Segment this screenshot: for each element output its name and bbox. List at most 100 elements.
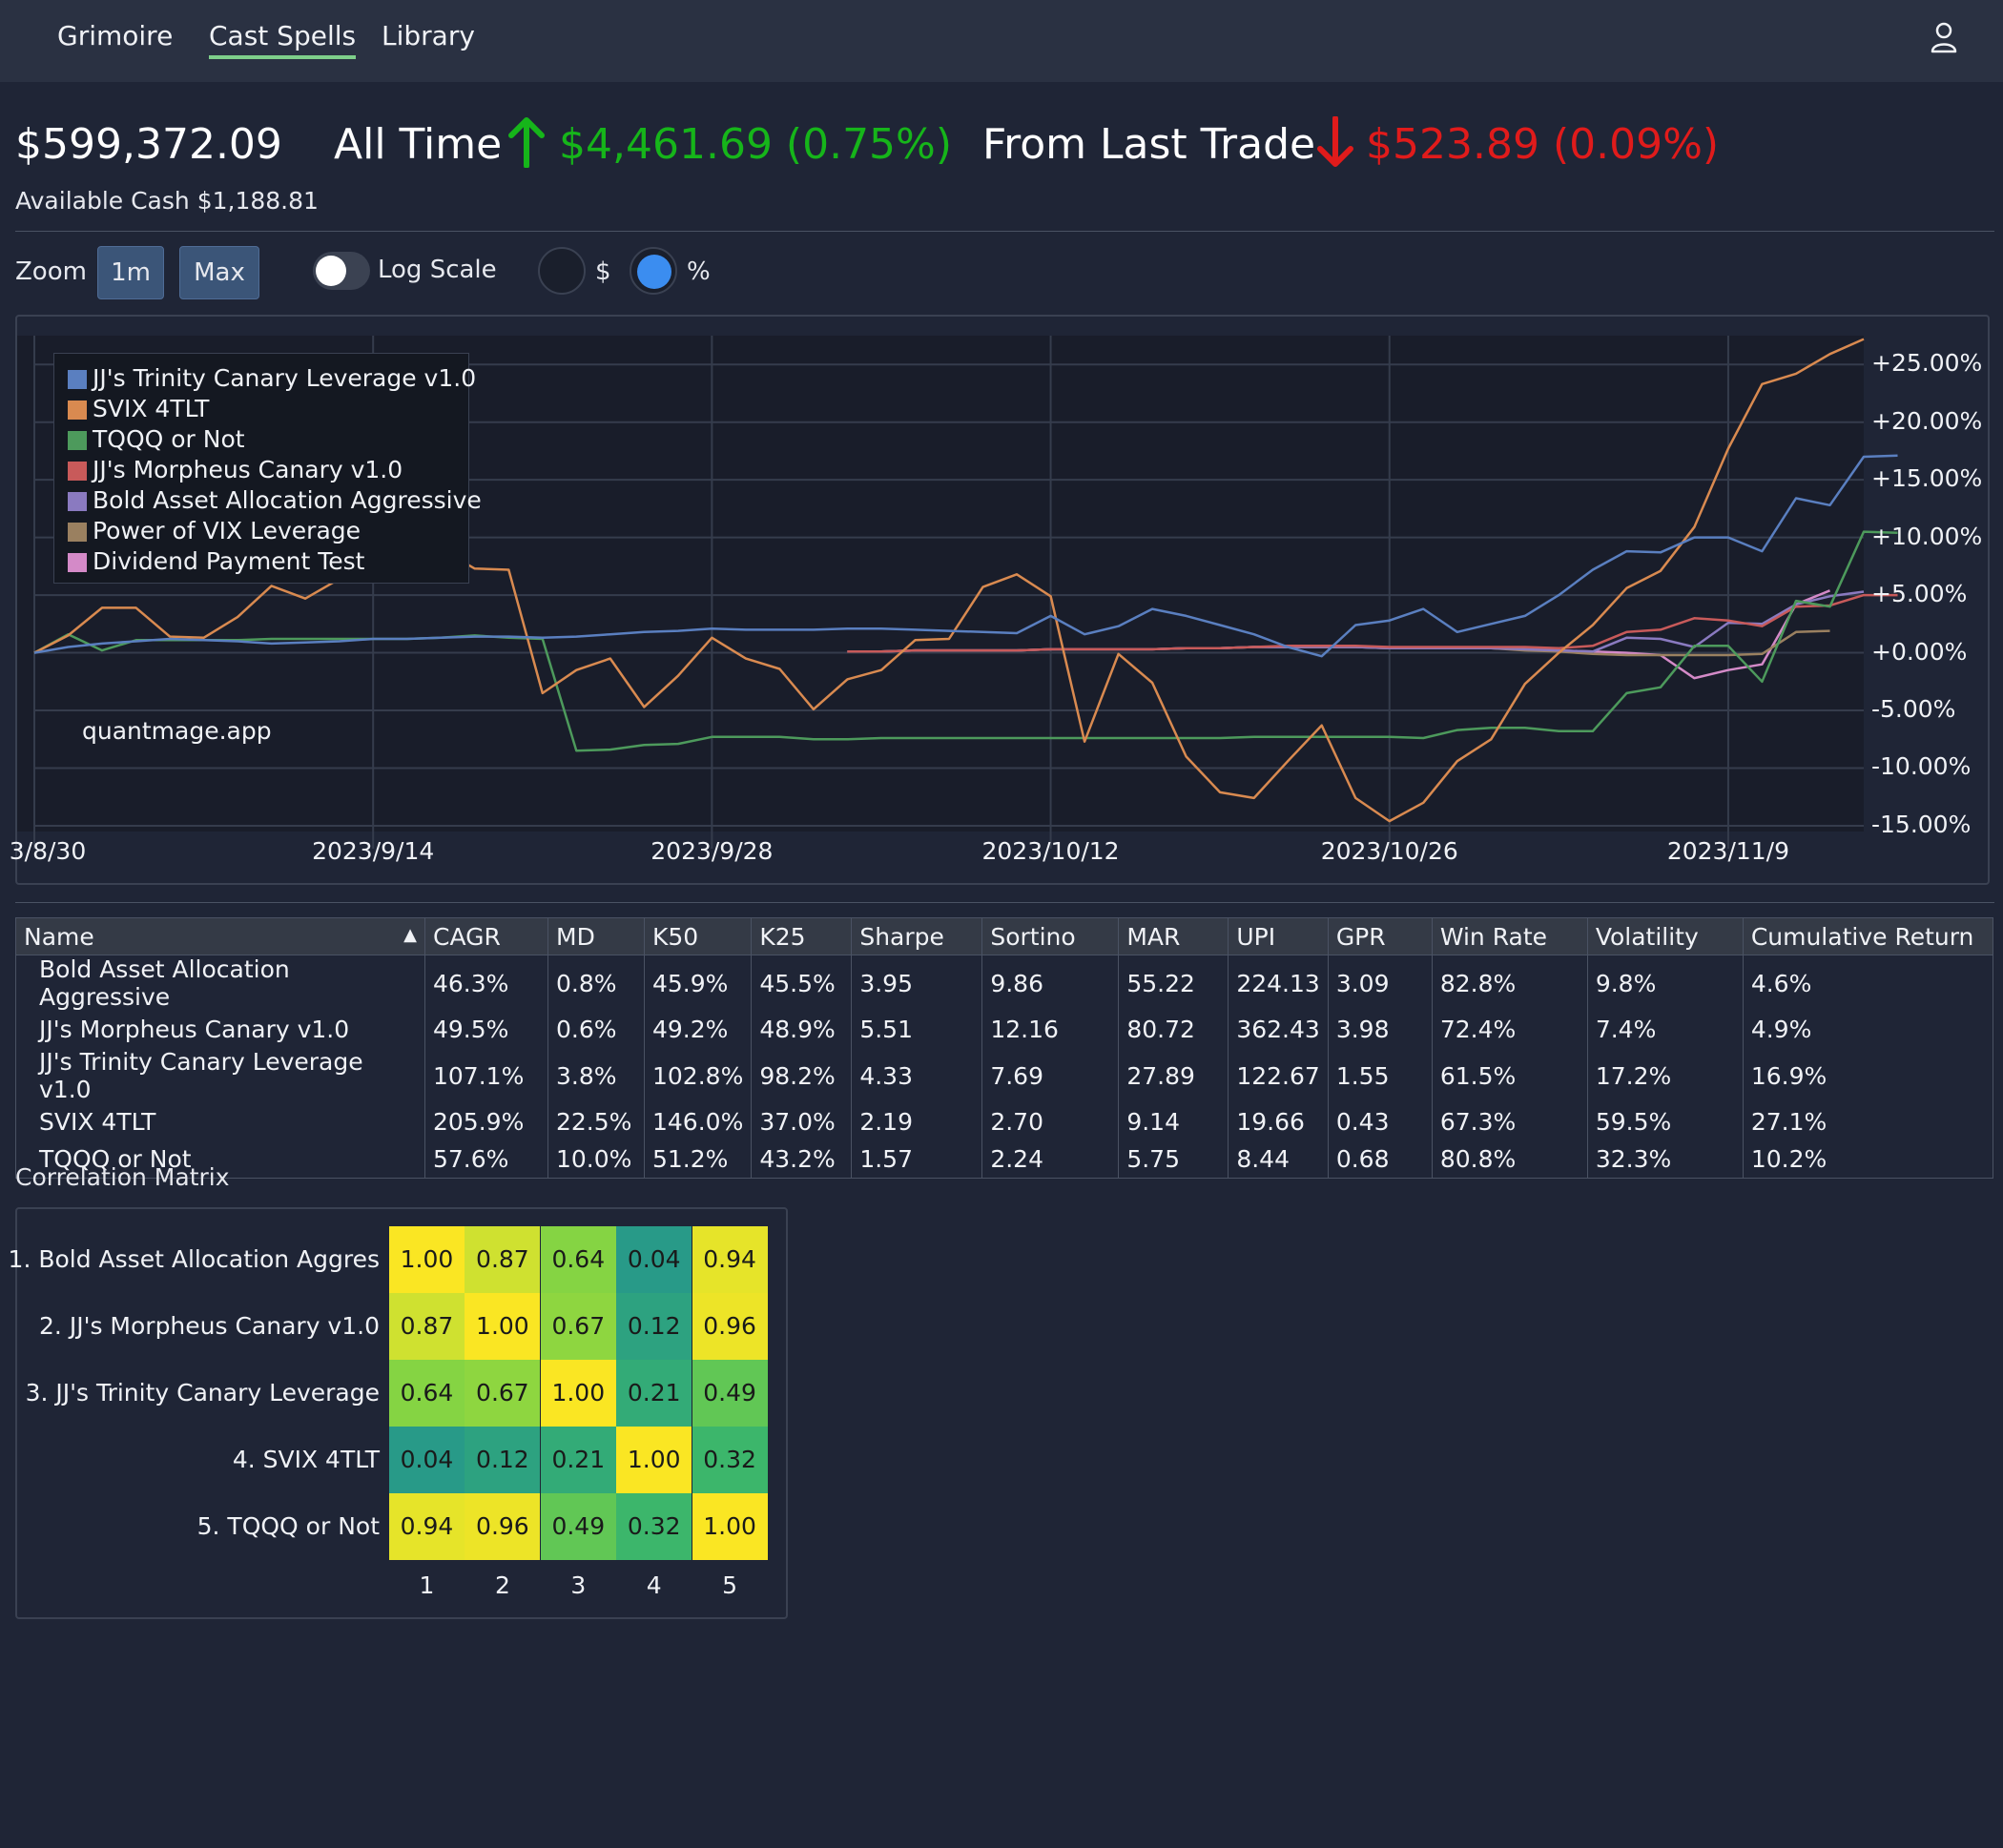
- correlation-cell[interactable]: 0.49: [692, 1360, 768, 1427]
- table-row[interactable]: JJ's Morpheus Canary v1.0 49.5% 0.6% 49.2% 4…: [15, 1011, 1994, 1048]
- legend-item[interactable]: TQQQ or Not: [68, 424, 245, 455]
- correlation-cell[interactable]: 0.87: [389, 1293, 465, 1360]
- legend-label: JJ's Trinity Canary Leverage v1.0: [93, 364, 477, 392]
- cell: 67.3%: [1431, 1103, 1588, 1140]
- cell: 27.1%: [1742, 1103, 1994, 1140]
- divider: [15, 231, 1994, 232]
- col-upi[interactable]: UPI: [1228, 917, 1329, 955]
- correlation-col-label: 2: [494, 1571, 510, 1599]
- correlation-cell[interactable]: 0.67: [540, 1293, 616, 1360]
- legend-label: Power of VIX Leverage: [93, 517, 361, 544]
- correlation-cell[interactable]: 0.64: [540, 1226, 616, 1293]
- table-row[interactable]: Bold Asset Allocation Aggressive 46.3% 0.8…: [15, 955, 1994, 1011]
- correlation-cell[interactable]: 0.12: [616, 1293, 692, 1360]
- correlation-cell[interactable]: 0.21: [616, 1360, 692, 1427]
- col-md[interactable]: MD: [547, 917, 645, 955]
- correlation-cell[interactable]: 1.00: [540, 1360, 616, 1427]
- correlation-cell[interactable]: 1.00: [465, 1293, 541, 1360]
- correlation-cell[interactable]: 1.00: [616, 1427, 692, 1493]
- nav-grimoire[interactable]: Grimoire: [57, 20, 174, 51]
- stats-table: Name ▲ CAGR MD K50 K25 Sharpe Sortino MAR…: [15, 917, 1994, 1179]
- cell: 9.14: [1118, 1103, 1229, 1140]
- correlation-cell[interactable]: 0.96: [692, 1293, 768, 1360]
- nav-library[interactable]: Library: [382, 20, 475, 51]
- col-k25[interactable]: K25: [751, 917, 853, 955]
- y-tick-label: -15.00%: [1871, 810, 1972, 838]
- col-name[interactable]: Name ▲: [15, 917, 425, 955]
- sort-asc-icon[interactable]: ▲: [403, 924, 417, 945]
- col-cagr[interactable]: CAGR: [424, 917, 548, 955]
- legend-item[interactable]: SVIX 4TLT: [68, 394, 209, 424]
- col-sortino[interactable]: Sortino: [981, 917, 1120, 955]
- portfolio-total: $599,372.09: [15, 120, 282, 169]
- col-cumulative-return[interactable]: Cumulative Return: [1742, 917, 1994, 955]
- correlation-cell[interactable]: 0.96: [465, 1493, 541, 1560]
- cell: 12.16: [981, 1011, 1120, 1048]
- y-tick-label: -5.00%: [1871, 695, 1956, 724]
- legend-swatch: [68, 370, 87, 389]
- correlation-cell[interactable]: 0.21: [540, 1427, 616, 1493]
- correlation-cell[interactable]: 1.00: [389, 1226, 465, 1293]
- percent-radio[interactable]: [630, 247, 677, 295]
- cell: 10.0%: [547, 1140, 645, 1179]
- series-line[interactable]: [847, 593, 1898, 653]
- correlation-title: Correlation Matrix: [15, 1163, 230, 1191]
- cell: TQQQ or Not: [15, 1140, 425, 1179]
- legend-item[interactable]: Power of VIX Leverage: [68, 516, 361, 546]
- correlation-cell[interactable]: 0.67: [465, 1360, 541, 1427]
- correlation-cell[interactable]: 0.32: [692, 1427, 768, 1493]
- correlation-cell[interactable]: 0.94: [389, 1493, 465, 1560]
- col-mar[interactable]: MAR: [1118, 917, 1229, 955]
- x-tick-label: 2023/11/9: [1666, 837, 1790, 865]
- table-header-row: Name ▲ CAGR MD K50 K25 Sharpe Sortino MAR…: [15, 917, 1994, 955]
- col-sharpe[interactable]: Sharpe: [851, 917, 983, 955]
- correlation-cell[interactable]: 0.12: [465, 1427, 541, 1493]
- correlation-cell[interactable]: 0.87: [465, 1226, 541, 1293]
- correlation-cell[interactable]: 0.49: [540, 1493, 616, 1560]
- cell: 1.57: [851, 1140, 983, 1179]
- correlation-cell[interactable]: 0.04: [389, 1427, 465, 1493]
- correlation-cell[interactable]: 1.00: [692, 1493, 768, 1560]
- zoom-1m-button[interactable]: 1m: [97, 246, 164, 299]
- legend-item[interactable]: JJ's Morpheus Canary v1.0: [68, 455, 403, 485]
- correlation-row-label: 4. SVIX 4TLT: [232, 1446, 380, 1473]
- correlation-cell[interactable]: 0.04: [616, 1226, 692, 1293]
- table-row[interactable]: SVIX 4TLT 205.9% 22.5% 146.0% 37.0% 2.19 2.70 9…: [15, 1103, 1994, 1140]
- col-win-rate[interactable]: Win Rate: [1431, 917, 1588, 955]
- correlation-col-label: 3: [570, 1571, 587, 1599]
- cell: 0.8%: [547, 955, 645, 1011]
- correlation-cell[interactable]: 0.32: [616, 1493, 692, 1560]
- cell: 7.4%: [1586, 1011, 1744, 1048]
- series-line[interactable]: [33, 530, 1898, 752]
- correlation-cell[interactable]: 0.64: [389, 1360, 465, 1427]
- dollar-radio-label: $: [595, 257, 611, 286]
- legend-swatch: [68, 492, 87, 511]
- col-gpr[interactable]: GPR: [1327, 917, 1433, 955]
- log-scale-toggle[interactable]: [313, 252, 370, 290]
- radio-selected-dot: [637, 255, 671, 289]
- legend-item[interactable]: Dividend Payment Test: [68, 546, 364, 577]
- correlation-col-label: 4: [646, 1571, 662, 1599]
- y-tick-label: +0.00%: [1871, 637, 1968, 666]
- legend-item[interactable]: JJ's Trinity Canary Leverage v1.0: [68, 363, 476, 394]
- dollar-radio[interactable]: [538, 247, 586, 295]
- nav-cast-spells[interactable]: Cast Spells: [209, 19, 357, 59]
- log-scale-label: Log Scale: [378, 256, 497, 284]
- cell: 9.8%: [1586, 955, 1744, 1011]
- legend-item[interactable]: Bold Asset Allocation Aggressive: [68, 485, 482, 516]
- cell: 17.2%: [1586, 1048, 1744, 1103]
- user-icon[interactable]: [1929, 21, 1959, 53]
- col-volatility[interactable]: Volatility: [1586, 917, 1744, 955]
- x-tick-label: 2023/10/12: [981, 837, 1120, 865]
- series-line[interactable]: [33, 454, 1898, 658]
- y-tick-label: -10.00%: [1871, 752, 1972, 781]
- correlation-cell[interactable]: 0.94: [692, 1226, 768, 1293]
- table-row[interactable]: JJ's Trinity Canary Leverage v1.0 107.1% 3…: [15, 1048, 1994, 1103]
- cell: 205.9%: [424, 1103, 548, 1140]
- cell: JJ's Trinity Canary Leverage v1.0: [15, 1048, 425, 1103]
- cell: 107.1%: [424, 1048, 548, 1103]
- table-row[interactable]: TQQQ or Not 57.6% 10.0% 51.2% 43.2% 1.57 2.24 5…: [15, 1140, 1994, 1179]
- zoom-max-button[interactable]: Max: [179, 246, 259, 299]
- col-k50[interactable]: K50: [643, 917, 753, 955]
- cell: SVIX 4TLT: [15, 1103, 425, 1140]
